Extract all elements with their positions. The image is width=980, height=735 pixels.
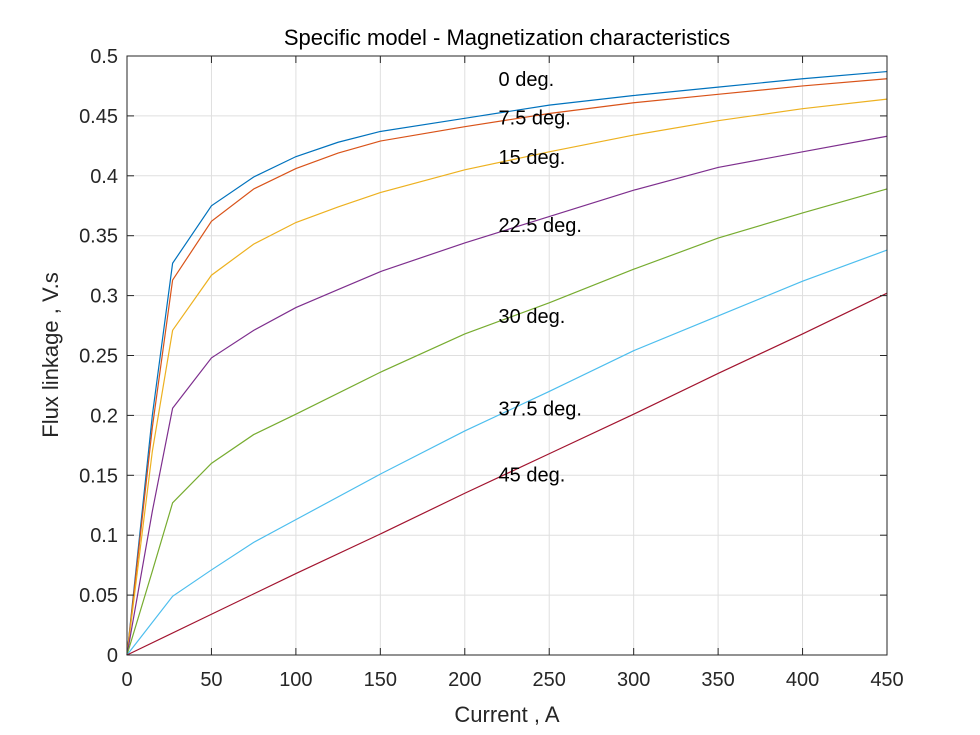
series-line-6	[126, 292, 888, 656]
x-tick-label: 200	[448, 669, 481, 691]
series-line-0	[126, 70, 888, 656]
series-line-2	[126, 98, 888, 656]
y-tick-label: 0.3	[90, 286, 118, 308]
x-tick-label: 150	[364, 669, 397, 691]
x-tick-label: 350	[701, 669, 734, 691]
tick-labels: 0 50 100 150 200 250 300 350 400 450 0 0.05 0.1 0.15 0…	[79, 46, 904, 691]
curve-annotation: 30 deg.	[499, 306, 566, 328]
x-tick-label: 250	[533, 669, 566, 691]
y-axis-label: Flux linkage , V.s	[38, 272, 63, 438]
y-tick-label: 0.35	[79, 226, 118, 248]
x-axis-label: Current , A	[454, 702, 559, 727]
axes	[126, 55, 888, 656]
curve-annotation: 15 deg.	[499, 147, 566, 169]
y-tick-label: 0	[107, 645, 118, 667]
x-tick-label: 300	[617, 669, 650, 691]
series-line-4	[126, 188, 888, 656]
curve-annotation: 0 deg.	[499, 69, 555, 91]
y-tick-label: 0.45	[79, 106, 118, 128]
series-line-5	[126, 249, 888, 656]
axes-box	[126, 55, 888, 656]
y-tick-label: 0.15	[79, 465, 118, 487]
series-line-3	[126, 135, 888, 656]
curve-annotation: 45 deg.	[499, 464, 566, 486]
grid	[126, 55, 888, 656]
curve-annotation: 7.5 deg.	[499, 107, 571, 129]
curve-annotation: 22.5 deg.	[499, 215, 582, 237]
y-tick-label: 0.05	[79, 585, 118, 607]
y-tick-label: 0.2	[90, 405, 118, 427]
x-tick-label: 400	[786, 669, 819, 691]
y-tick-label: 0.5	[90, 46, 118, 68]
x-tick-label: 0	[121, 669, 132, 691]
series-line-1	[126, 78, 888, 656]
annotations: 0 deg. 7.5 deg. 15 deg. 22.5 deg. 30 deg. 37.…	[499, 69, 582, 486]
chart-title: Specific model - Magnetization character…	[284, 25, 730, 50]
y-tick-label: 0.4	[90, 166, 118, 188]
x-tick-label: 100	[279, 669, 312, 691]
curve-annotation: 37.5 deg.	[499, 398, 582, 420]
y-tick-label: 0.25	[79, 346, 118, 368]
y-tick-label: 0.1	[90, 525, 118, 547]
x-tick-label: 450	[870, 669, 903, 691]
series-group	[126, 70, 888, 656]
x-tick-label: 50	[200, 669, 222, 691]
